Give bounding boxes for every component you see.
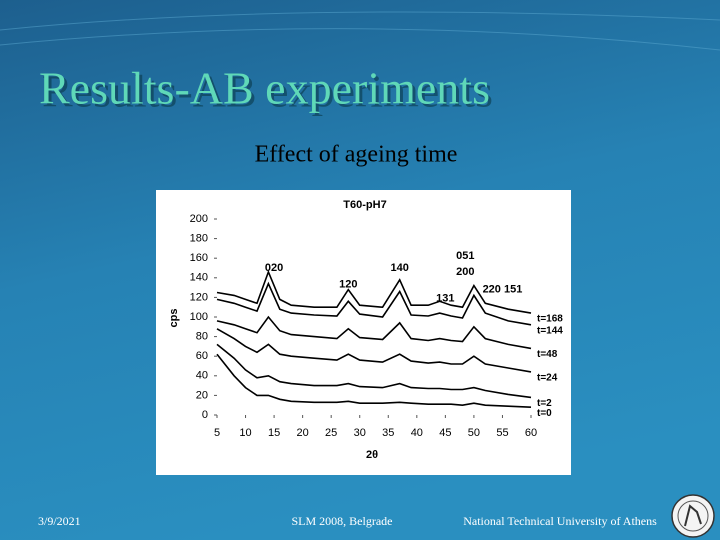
footer-event: SLM 2008, Belgrade [292,514,393,528]
y-tick-label: 140 [190,272,208,284]
peak-label: 120 [339,279,357,291]
peak-label: 140 [391,262,409,274]
y-axis-label: cps [168,309,180,328]
x-tick-label: 55 [496,427,508,439]
x-tick-label: 60 [525,427,537,439]
x-tick-label: 25 [325,427,337,439]
peak-label: 131 [436,292,454,304]
slide-subtitle: Effect of ageing time [255,142,458,168]
x-tick-label: 15 [268,427,280,439]
series-line [216,343,532,399]
y-tick-label: 0 [202,409,208,421]
footer-date: 3/9/2021 [38,514,81,528]
logo [671,494,715,538]
series-label: t=2 [537,398,552,409]
x-axis-label: 2θ [366,449,378,461]
x-tick-label: 35 [382,427,394,439]
y-tick-label: 40 [196,370,208,382]
series-line [216,315,532,350]
decoration [0,11,720,51]
series-label: t=168 [537,314,563,325]
chart: T60-pH72θcps0204060801001201401601802005… [168,199,563,461]
y-tick-label: 120 [190,291,208,303]
slide-title: Results-AB experiments [39,63,490,114]
peak-label: 220 151 [483,283,523,295]
series-line [216,353,532,408]
x-tick-label: 5 [214,427,220,439]
series-label: t=0 [537,408,552,419]
x-tick-label: 50 [468,427,480,439]
title-shadow: Results-AB experiments [42,66,493,117]
x-tick-label: 40 [411,427,423,439]
x-tick-label: 30 [354,427,366,439]
series-line [216,281,532,326]
x-tick-label: 45 [439,427,451,439]
y-tick-label: 160 [190,252,208,264]
series-label: t=48 [537,349,558,360]
peak-label: 200 [456,266,474,278]
chart-title: T60-pH7 [343,199,386,211]
series-label: t=24 [537,373,558,384]
y-tick-label: 20 [196,389,208,401]
y-tick-label: 60 [196,350,208,362]
y-tick-label: 180 [190,233,208,245]
y-tick-label: 100 [190,311,208,323]
chart-panel [156,190,571,475]
peak-label: 020 [265,262,283,274]
y-tick-label: 200 [190,213,208,225]
series-line [216,269,532,314]
series-label: t=144 [537,325,563,336]
y-tick-label: 80 [196,331,208,343]
x-tick-label: 10 [239,427,251,439]
peak-label: 051 [456,250,474,262]
x-tick-label: 20 [297,427,309,439]
series-line [216,328,532,373]
footer-org: National Technical University of Athens [463,514,657,528]
